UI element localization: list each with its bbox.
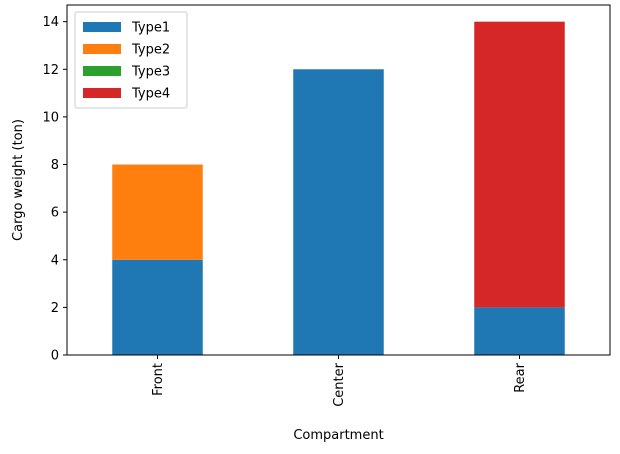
bar-center-type1 <box>293 69 384 356</box>
bar-front-type2 <box>112 164 203 260</box>
y-tick-label: 14 <box>42 15 59 30</box>
legend-swatch-type4 <box>83 88 121 98</box>
y-tick-label: 6 <box>51 206 59 221</box>
legend-label-type3: Type3 <box>131 65 170 80</box>
y-tick-label: 10 <box>42 110 59 125</box>
y-tick-label: 8 <box>51 158 59 173</box>
legend-label-type1: Type1 <box>131 21 170 36</box>
legend-label-type2: Type2 <box>131 43 170 58</box>
bars-layer <box>112 21 565 356</box>
x-axis-label: Compartment <box>293 428 383 443</box>
legend: Type1 Type2 Type3 Type4 <box>74 11 188 109</box>
x-tick-label-rear: Rear <box>513 362 528 392</box>
legend-swatch-type2 <box>83 44 121 54</box>
bar-rear-type1 <box>474 307 565 355</box>
y-tick-label: 4 <box>51 253 59 268</box>
x-tick-label-center: Center <box>332 362 347 406</box>
y-tick-label: 2 <box>51 301 59 316</box>
legend-label-type4: Type4 <box>131 87 170 102</box>
x-tick-label-front: Front <box>151 363 166 396</box>
y-axis-label: Cargo weight (ton) <box>11 119 26 241</box>
bar-front-type1 <box>112 259 203 355</box>
legend-swatch-type1 <box>83 22 121 32</box>
bar-rear-type4 <box>474 21 565 308</box>
ticks-layer: 0 2 4 6 8 10 12 14 Front Center Rear <box>42 15 528 407</box>
y-tick-label: 12 <box>42 63 59 78</box>
legend-swatch-type3 <box>83 66 121 76</box>
legend-box <box>74 11 188 109</box>
y-tick-label: 0 <box>51 349 59 364</box>
